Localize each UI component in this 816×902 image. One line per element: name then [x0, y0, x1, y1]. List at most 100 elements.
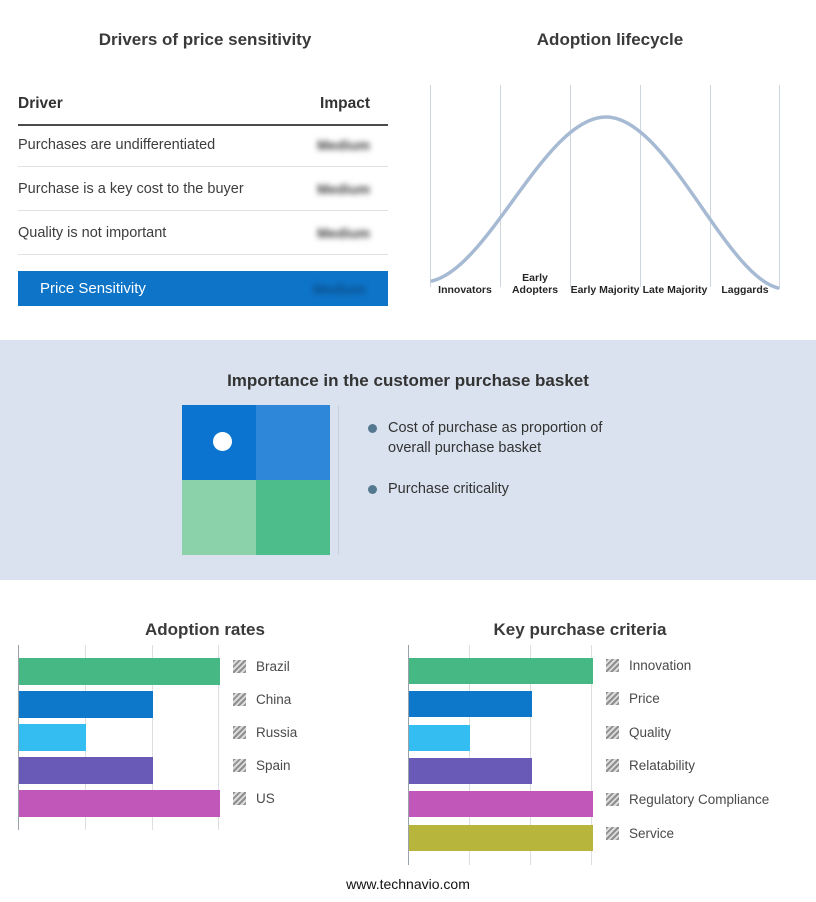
impact-cell-blurred: Medium	[317, 136, 370, 153]
drivers-title: Drivers of price sensitivity	[98, 30, 312, 50]
drivers-table: Purchases are undifferentiated Medium Pu…	[18, 123, 388, 255]
legend-label: Quality	[629, 725, 672, 740]
basket-bullet-list: Cost of purchase as proportion of overal…	[368, 418, 648, 520]
legend-label: Service	[629, 826, 675, 841]
bar-innovation	[409, 658, 593, 684]
legend-label: China	[256, 692, 292, 707]
legend-swatch-hatched	[233, 693, 246, 706]
bar-regulatory-compliance	[409, 791, 593, 817]
bullet-dot-icon	[368, 485, 377, 494]
legend-item: Quality	[606, 725, 671, 740]
purchase-criteria-legend: Innovation Price Quality Relatability Re…	[606, 645, 806, 865]
impact-cell-blurred: Medium	[317, 180, 370, 197]
legend-swatch-hatched	[233, 726, 246, 739]
gridline	[779, 85, 780, 287]
legend-item: Brazil	[233, 659, 290, 674]
gridline	[591, 645, 592, 865]
lifecycle-title: Adoption lifecycle	[536, 30, 684, 50]
legend-item: Innovation	[606, 658, 691, 673]
bar-russia	[19, 724, 86, 751]
table-row: Purchase is a key cost to the buyer Medi…	[18, 167, 388, 211]
gridline	[469, 645, 470, 865]
legend-label: Brazil	[256, 659, 290, 674]
lifecycle-chart	[430, 85, 780, 290]
bar-brazil	[19, 658, 220, 685]
gridline	[218, 645, 219, 830]
legend-swatch-hatched	[233, 792, 246, 805]
driver-cell: Quality is not important	[18, 224, 167, 241]
purchase-criteria-chart	[408, 645, 593, 865]
legend-item: Service	[606, 826, 674, 841]
footer: www.technavio.com	[0, 876, 816, 892]
drivers-table-header: Driver Impact	[18, 95, 388, 126]
legend-swatch-hatched	[606, 692, 619, 705]
legend-label: Price	[629, 691, 660, 706]
legend-label: US	[256, 791, 275, 806]
bullet-item: Cost of purchase as proportion of overal…	[368, 418, 648, 458]
legend-label: Spain	[256, 758, 291, 773]
bar-spain	[19, 757, 153, 784]
legend-swatch-hatched	[233, 759, 246, 772]
quadrant-axis-line	[338, 405, 339, 555]
bar-service	[409, 825, 593, 851]
legend-item: US	[233, 791, 275, 806]
gridline	[152, 645, 153, 830]
adoption-rates-chart	[18, 645, 220, 830]
lifecycle-stage-labels: Innovators Early Adopters Early Majority…	[430, 272, 780, 296]
bullet-dot-icon	[368, 424, 377, 433]
quadrant-bottom-left	[182, 480, 256, 555]
legend-item: Regulatory Compliance	[606, 792, 769, 807]
bullet-item: Purchase criticality	[368, 479, 648, 499]
y-axis-line	[408, 645, 409, 865]
purchase-criteria-title: Key purchase criteria	[493, 620, 667, 640]
price-sensitivity-value-blurred: Medium	[313, 280, 366, 297]
basket-title: Importance in the customer purchase bask…	[227, 371, 589, 391]
bell-curve	[430, 115, 780, 290]
driver-column-header: Driver	[18, 95, 63, 112]
impact-cell-blurred: Medium	[317, 224, 370, 241]
legend-item: Relatability	[606, 758, 695, 773]
bar-china	[19, 691, 153, 718]
legend-item: Price	[606, 691, 660, 706]
footer-url[interactable]: www.technavio.com	[346, 876, 470, 892]
bar-us	[19, 790, 220, 817]
gridline	[500, 85, 501, 287]
importance-quadrant-matrix	[182, 405, 330, 555]
legend-swatch-hatched	[606, 793, 619, 806]
gridline	[570, 85, 571, 287]
adoption-rates-title: Adoption rates	[145, 620, 265, 640]
bell-curve-path	[430, 115, 780, 290]
driver-cell: Purchases are undifferentiated	[18, 136, 216, 153]
legend-label: Russia	[256, 725, 298, 740]
legend-swatch-hatched	[606, 659, 619, 672]
stage-label-laggards: Laggards	[721, 284, 769, 296]
stage-label-late-majority: Late Majority	[642, 284, 708, 296]
legend-swatch-hatched	[606, 726, 619, 739]
quadrant-top-left	[182, 405, 256, 480]
bar-price	[409, 691, 532, 717]
legend-item: Russia	[233, 725, 297, 740]
stage-label-early-majority: Early Majority	[570, 284, 640, 296]
price-sensitivity-label: Price Sensitivity	[40, 280, 146, 297]
legend-item: China	[233, 692, 291, 707]
price-sensitivity-banner: Price Sensitivity Medium	[18, 271, 388, 306]
bar-relatability	[409, 758, 532, 784]
table-row: Purchases are undifferentiated Medium	[18, 123, 388, 167]
driver-cell: Purchase is a key cost to the buyer	[18, 180, 244, 197]
purchase-basket-section: Importance in the customer purchase bask…	[0, 340, 816, 580]
legend-swatch-hatched	[606, 827, 619, 840]
bullet-text: Purchase criticality	[388, 481, 509, 497]
legend-label: Innovation	[629, 658, 692, 673]
table-row: Quality is not important Medium	[18, 211, 388, 255]
position-marker-dot	[213, 432, 232, 451]
y-axis-line	[18, 645, 19, 830]
quadrant-bottom-right	[256, 480, 330, 555]
gridline	[430, 85, 431, 287]
stage-label-early-adopters: Early Adopters	[511, 272, 559, 296]
gridline	[640, 85, 641, 287]
gridline	[710, 85, 711, 287]
quadrant-top-right	[256, 405, 330, 480]
legend-label: Regulatory Compliance	[629, 792, 770, 807]
legend-swatch-hatched	[233, 660, 246, 673]
